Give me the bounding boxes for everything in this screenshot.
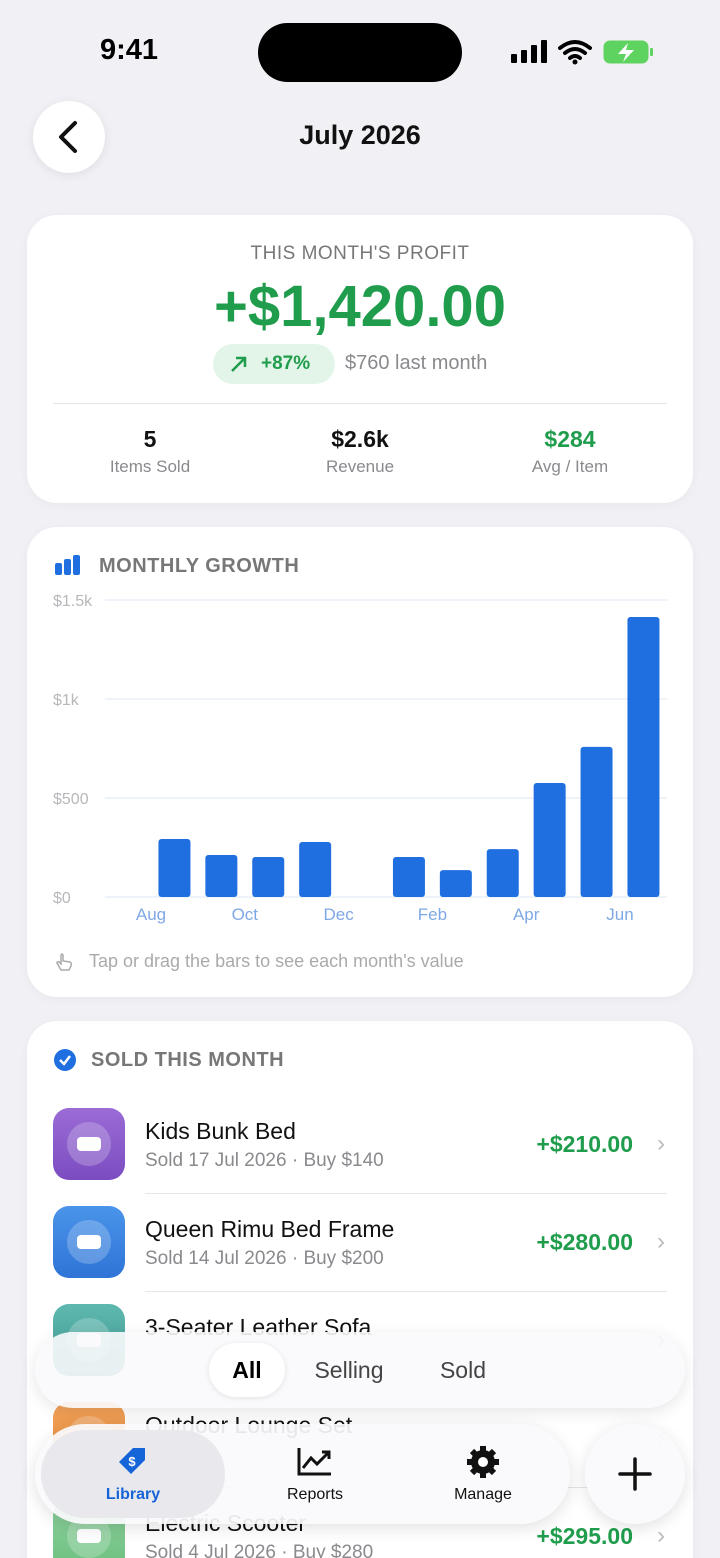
item-detail: Sold 4 Jul 2026 · Buy $280: [145, 1542, 374, 1558]
item-icon: [53, 1108, 125, 1180]
profit-card: THIS MONTH'S PROFIT +$1,420.00 +87% $760…: [27, 215, 693, 503]
chevron: ›: [657, 1130, 665, 1157]
stat-value: 5: [143, 426, 157, 452]
x-tick-label: Dec: [323, 905, 354, 924]
y-tick-label: $500: [53, 791, 89, 808]
section-title: MONTHLY GROWTH: [99, 555, 300, 577]
growth-card: MONTHLY GROWTH $0 $500 $1k $1.5k Aug Oct Dec Fe…: [27, 527, 693, 997]
profit-label: THIS MONTH'S PROFIT: [250, 243, 470, 264]
bar[interactable]: [158, 838, 191, 897]
stat-label: Items Sold: [109, 457, 191, 476]
bar[interactable]: [392, 857, 425, 897]
filter-option[interactable]: Selling: [314, 1357, 384, 1383]
bar[interactable]: [627, 617, 660, 897]
y-tick-label: $0: [53, 890, 71, 907]
x-tick-label: Oct: [232, 905, 259, 924]
separator: [145, 1193, 667, 1194]
chevron: ›: [657, 1228, 665, 1255]
tab[interactable]: Manage: [415, 1424, 551, 1524]
add-button[interactable]: [585, 1424, 685, 1524]
svg-text:$: $: [128, 1454, 136, 1469]
chart-icon: [55, 555, 80, 575]
tab-label: Manage: [454, 1486, 512, 1503]
change-pill: +87%: [213, 344, 335, 384]
bar[interactable]: [533, 782, 566, 897]
item-icon: [53, 1206, 125, 1278]
list-row[interactable]: Kids Bunk Bed Sold 17 Jul 2026 · Buy $140…: [27, 1108, 693, 1206]
bar[interactable]: [439, 870, 472, 897]
y-tick-label: $1k: [53, 692, 80, 709]
bar[interactable]: [205, 855, 238, 897]
filter-option[interactable]: Sold: [439, 1357, 487, 1383]
tab-label: Reports: [286, 1486, 344, 1503]
status-icons: [511, 40, 653, 65]
back-button[interactable]: [33, 101, 105, 173]
comparison: $760 last month: [345, 352, 488, 374]
separator: [145, 1291, 667, 1292]
filter-bar: All Selling Sold: [35, 1332, 685, 1408]
profit-amount: +$1,420.00: [214, 274, 506, 339]
item-name: Kids Bunk Bed: [145, 1118, 296, 1144]
bar[interactable]: [299, 841, 332, 897]
check-icon: [54, 1049, 76, 1071]
stat-label: Avg / Item: [531, 457, 609, 476]
chart-hint: Tap or drag the bars to see each month's…: [89, 951, 464, 971]
hint-icon: [56, 953, 73, 971]
item-detail: Sold 14 Jul 2026 · Buy $200: [145, 1248, 384, 1269]
x-tick-label: Jun: [606, 905, 633, 924]
stat-value: $284: [544, 426, 596, 452]
chevron: ›: [657, 1522, 665, 1549]
stat-value: $2.6k: [331, 426, 389, 452]
item-profit: +$295.00: [536, 1523, 633, 1549]
divider: [53, 403, 667, 404]
page-title: July 2026: [299, 120, 421, 150]
item-detail: Sold 17 Jul 2026 · Buy $140: [145, 1150, 384, 1171]
bar[interactable]: [580, 746, 613, 897]
x-tick-label: Apr: [513, 905, 540, 924]
y-tick-label: $1.5k: [53, 593, 93, 610]
bar-chart[interactable]: $0 $500 $1k $1.5k Aug Oct Dec Feb Apr Jun: [27, 527, 693, 937]
change-value: +87%: [261, 353, 311, 374]
dynamic-island: [258, 23, 462, 82]
stat-label: Revenue: [325, 457, 395, 476]
status-time: 9:41: [100, 34, 159, 66]
tab-bar: $ Library Reports Manage: [35, 1424, 570, 1524]
bar[interactable]: [486, 849, 519, 897]
item-name: Queen Rimu Bed Frame: [145, 1216, 395, 1242]
list-row[interactable]: Queen Rimu Bed Frame Sold 14 Jul 2026 · B…: [27, 1206, 693, 1304]
tab[interactable]: $ Library: [41, 1430, 225, 1518]
section-title: SOLD THIS MONTH: [91, 1049, 285, 1071]
x-tick-label: Aug: [136, 905, 166, 924]
bar[interactable]: [252, 857, 285, 897]
x-tick-label: Feb: [418, 905, 447, 924]
filter-option[interactable]: All: [209, 1343, 285, 1397]
tab-label: Library: [105, 1486, 161, 1503]
tab[interactable]: Reports: [247, 1424, 383, 1524]
item-profit: +$210.00: [536, 1131, 633, 1157]
item-profit: +$280.00: [536, 1229, 633, 1255]
